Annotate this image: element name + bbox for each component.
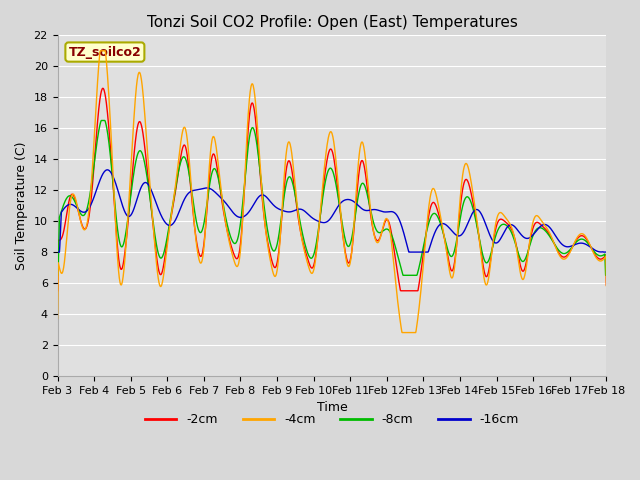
Legend: -2cm, -4cm, -8cm, -16cm: -2cm, -4cm, -8cm, -16cm — [140, 408, 524, 431]
Y-axis label: Soil Temperature (C): Soil Temperature (C) — [15, 142, 28, 270]
X-axis label: Time: Time — [317, 401, 348, 414]
Text: TZ_soilco2: TZ_soilco2 — [68, 46, 141, 59]
Title: Tonzi Soil CO2 Profile: Open (East) Temperatures: Tonzi Soil CO2 Profile: Open (East) Temp… — [147, 15, 517, 30]
